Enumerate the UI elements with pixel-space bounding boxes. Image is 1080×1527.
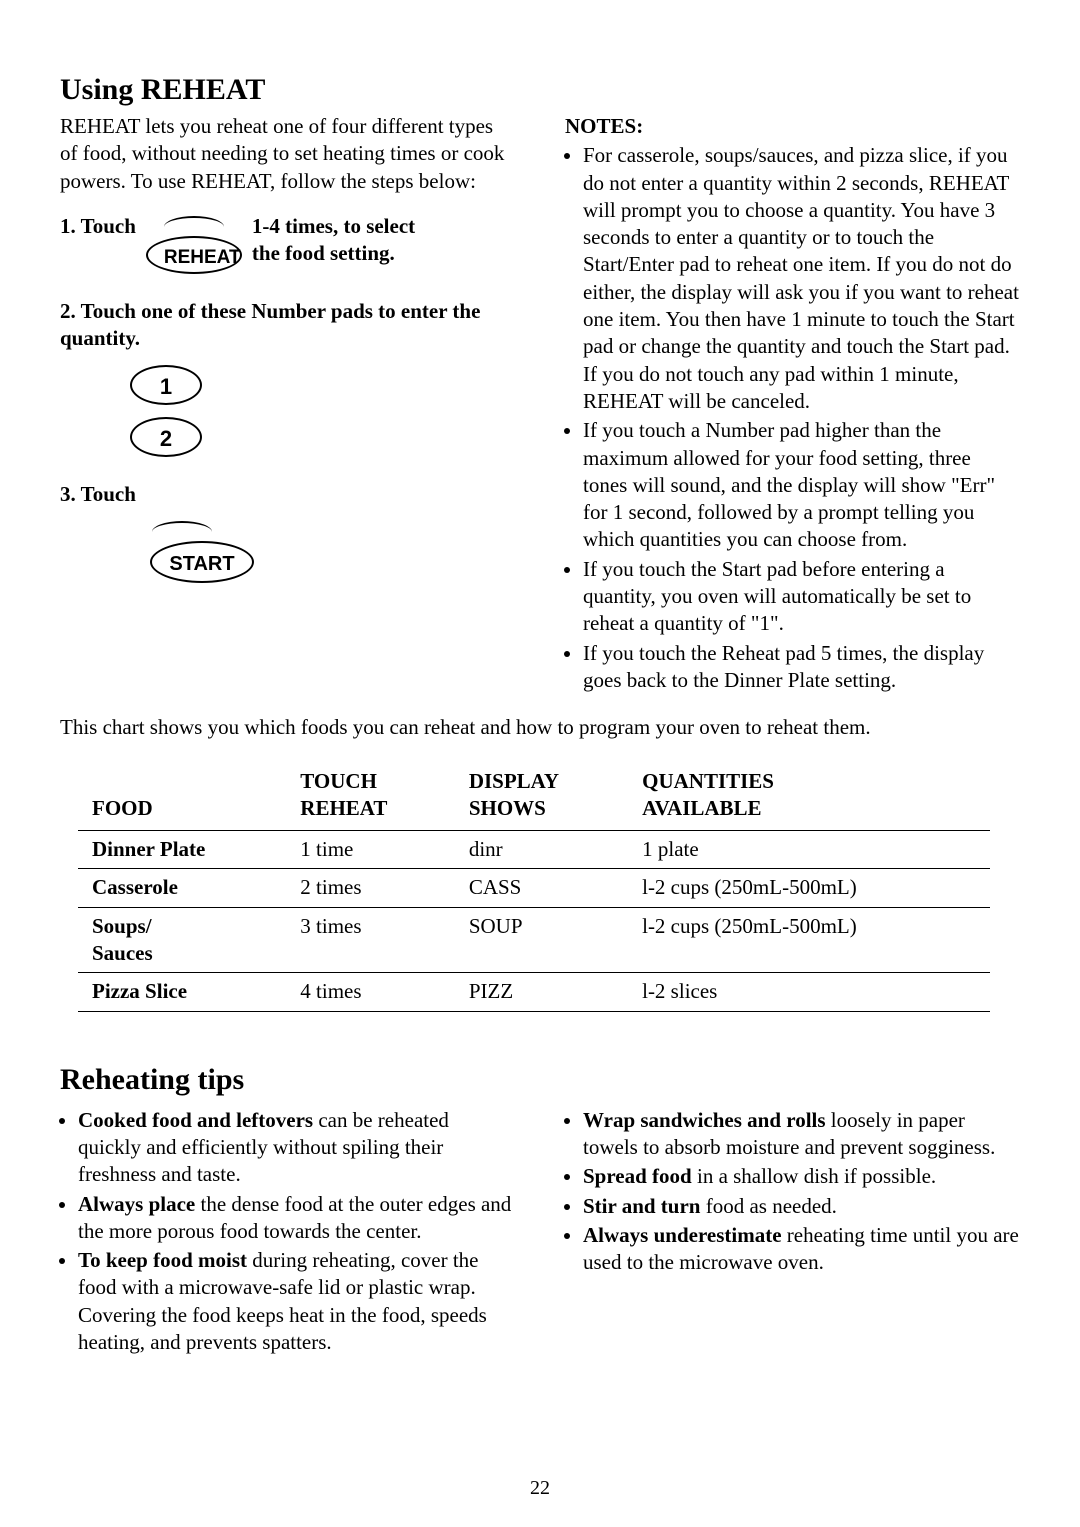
cell-qty: l-2 cups (250mL-500mL) <box>628 907 990 973</box>
cell-qty: l-2 slices <box>628 973 990 1011</box>
reheat-chart-table: FOOD TOUCHREHEAT DISPLAYSHOWS QUANTITIES… <box>78 758 990 1012</box>
cell-touch: 3 times <box>286 907 455 973</box>
note-item: If you touch the Reheat pad 5 times, the… <box>583 640 1020 695</box>
th-display: DISPLAYSHOWS <box>455 758 628 831</box>
step-2: 2. Touch one of these Number pads to ent… <box>60 298 515 457</box>
step3-label: 3. Touch <box>60 481 515 508</box>
reheat-intro: REHEAT lets you reheat one of four diffe… <box>60 113 515 195</box>
table-row: Soups/ Sauces 3 times SOUP l-2 cups (250… <box>78 907 990 973</box>
cell-food: Soups/ Sauces <box>78 907 286 973</box>
notes-title: NOTES: <box>565 113 1020 140</box>
step2-label: 2. Touch one of these Number pads to ent… <box>60 298 515 353</box>
th-qty: QUANTITIESAVAILABLE <box>628 758 990 831</box>
cell-display: SOUP <box>455 907 628 973</box>
tip-item: Cooked food and leftovers can be reheate… <box>78 1107 515 1189</box>
cell-touch: 4 times <box>286 973 455 1011</box>
step-1: 1. Touch REHEAT 1-4 times, to select the… <box>60 209 515 274</box>
cell-touch: 2 times <box>286 869 455 907</box>
number-1-button-icon: 1 <box>130 365 202 405</box>
tip-item: Always place the dense food at the outer… <box>78 1191 515 1246</box>
table-row: Pizza Slice 4 times PIZZ l-2 slices <box>78 973 990 1011</box>
note-item: For casserole, soups/sauces, and pizza s… <box>583 142 1020 415</box>
cell-display: PIZZ <box>455 973 628 1011</box>
reheat-left-col: REHEAT lets you reheat one of four diffe… <box>60 113 515 696</box>
reheating-tips-heading: Reheating tips <box>60 1060 1020 1099</box>
table-row: Casserole 2 times CASS l-2 cups (250mL-5… <box>78 869 990 907</box>
table-body: Dinner Plate 1 time dinr 1 plate Cassero… <box>78 831 990 1011</box>
table-row: Dinner Plate 1 time dinr 1 plate <box>78 831 990 869</box>
tip-item: Spread food in a shallow dish if possibl… <box>583 1163 1020 1190</box>
page-number: 22 <box>0 1475 1080 1501</box>
cell-display: CASS <box>455 869 628 907</box>
tips-section: Reheating tips Cooked food and leftovers… <box>60 1060 1020 1359</box>
step-3: 3. Touch START <box>60 481 515 584</box>
start-button-icon: START <box>150 541 254 583</box>
reheat-columns: REHEAT lets you reheat one of four diffe… <box>60 113 1020 696</box>
note-item: If you touch the Start pad before enteri… <box>583 556 1020 638</box>
notes-list: For casserole, soups/sauces, and pizza s… <box>583 142 1020 694</box>
tip-item: Wrap sandwiches and rolls loosely in pap… <box>583 1107 1020 1162</box>
cell-qty: 1 plate <box>628 831 990 869</box>
tips-left-col: Cooked food and leftovers can be reheate… <box>60 1103 515 1359</box>
cell-food: Dinner Plate <box>78 831 286 869</box>
tips-list-right: Wrap sandwiches and rolls loosely in pap… <box>583 1107 1020 1277</box>
step1-label: 1. Touch <box>60 209 136 240</box>
step1-desc: 1-4 times, to select the food setting. <box>252 209 432 268</box>
curve-decoration-2 <box>152 521 212 537</box>
tip-item: Stir and turn food as needed. <box>583 1193 1020 1220</box>
chart-intro: This chart shows you which foods you can… <box>60 714 1020 741</box>
tips-list-left: Cooked food and leftovers can be reheate… <box>78 1107 515 1357</box>
tip-item: To keep food moist during reheating, cov… <box>78 1247 515 1356</box>
tips-right-col: Wrap sandwiches and rolls loosely in pap… <box>565 1103 1020 1359</box>
cell-qty: l-2 cups (250mL-500mL) <box>628 869 990 907</box>
cell-display: dinr <box>455 831 628 869</box>
curve-decoration <box>164 216 224 232</box>
note-item: If you touch a Number pad higher than th… <box>583 417 1020 553</box>
tip-item: Always underestimate reheating time unti… <box>583 1222 1020 1277</box>
th-touch: TOUCHREHEAT <box>286 758 455 831</box>
number-2-button-icon: 2 <box>130 417 202 457</box>
cell-food: Pizza Slice <box>78 973 286 1011</box>
cell-food: Casserole <box>78 869 286 907</box>
cell-touch: 1 time <box>286 831 455 869</box>
th-food: FOOD <box>78 758 286 831</box>
reheat-right-col: NOTES: For casserole, soups/sauces, and … <box>565 113 1020 696</box>
table-header-row: FOOD TOUCHREHEAT DISPLAYSHOWS QUANTITIES… <box>78 758 990 831</box>
reheat-button-icon: REHEAT <box>146 236 242 274</box>
using-reheat-heading: Using REHEAT <box>60 70 1020 109</box>
